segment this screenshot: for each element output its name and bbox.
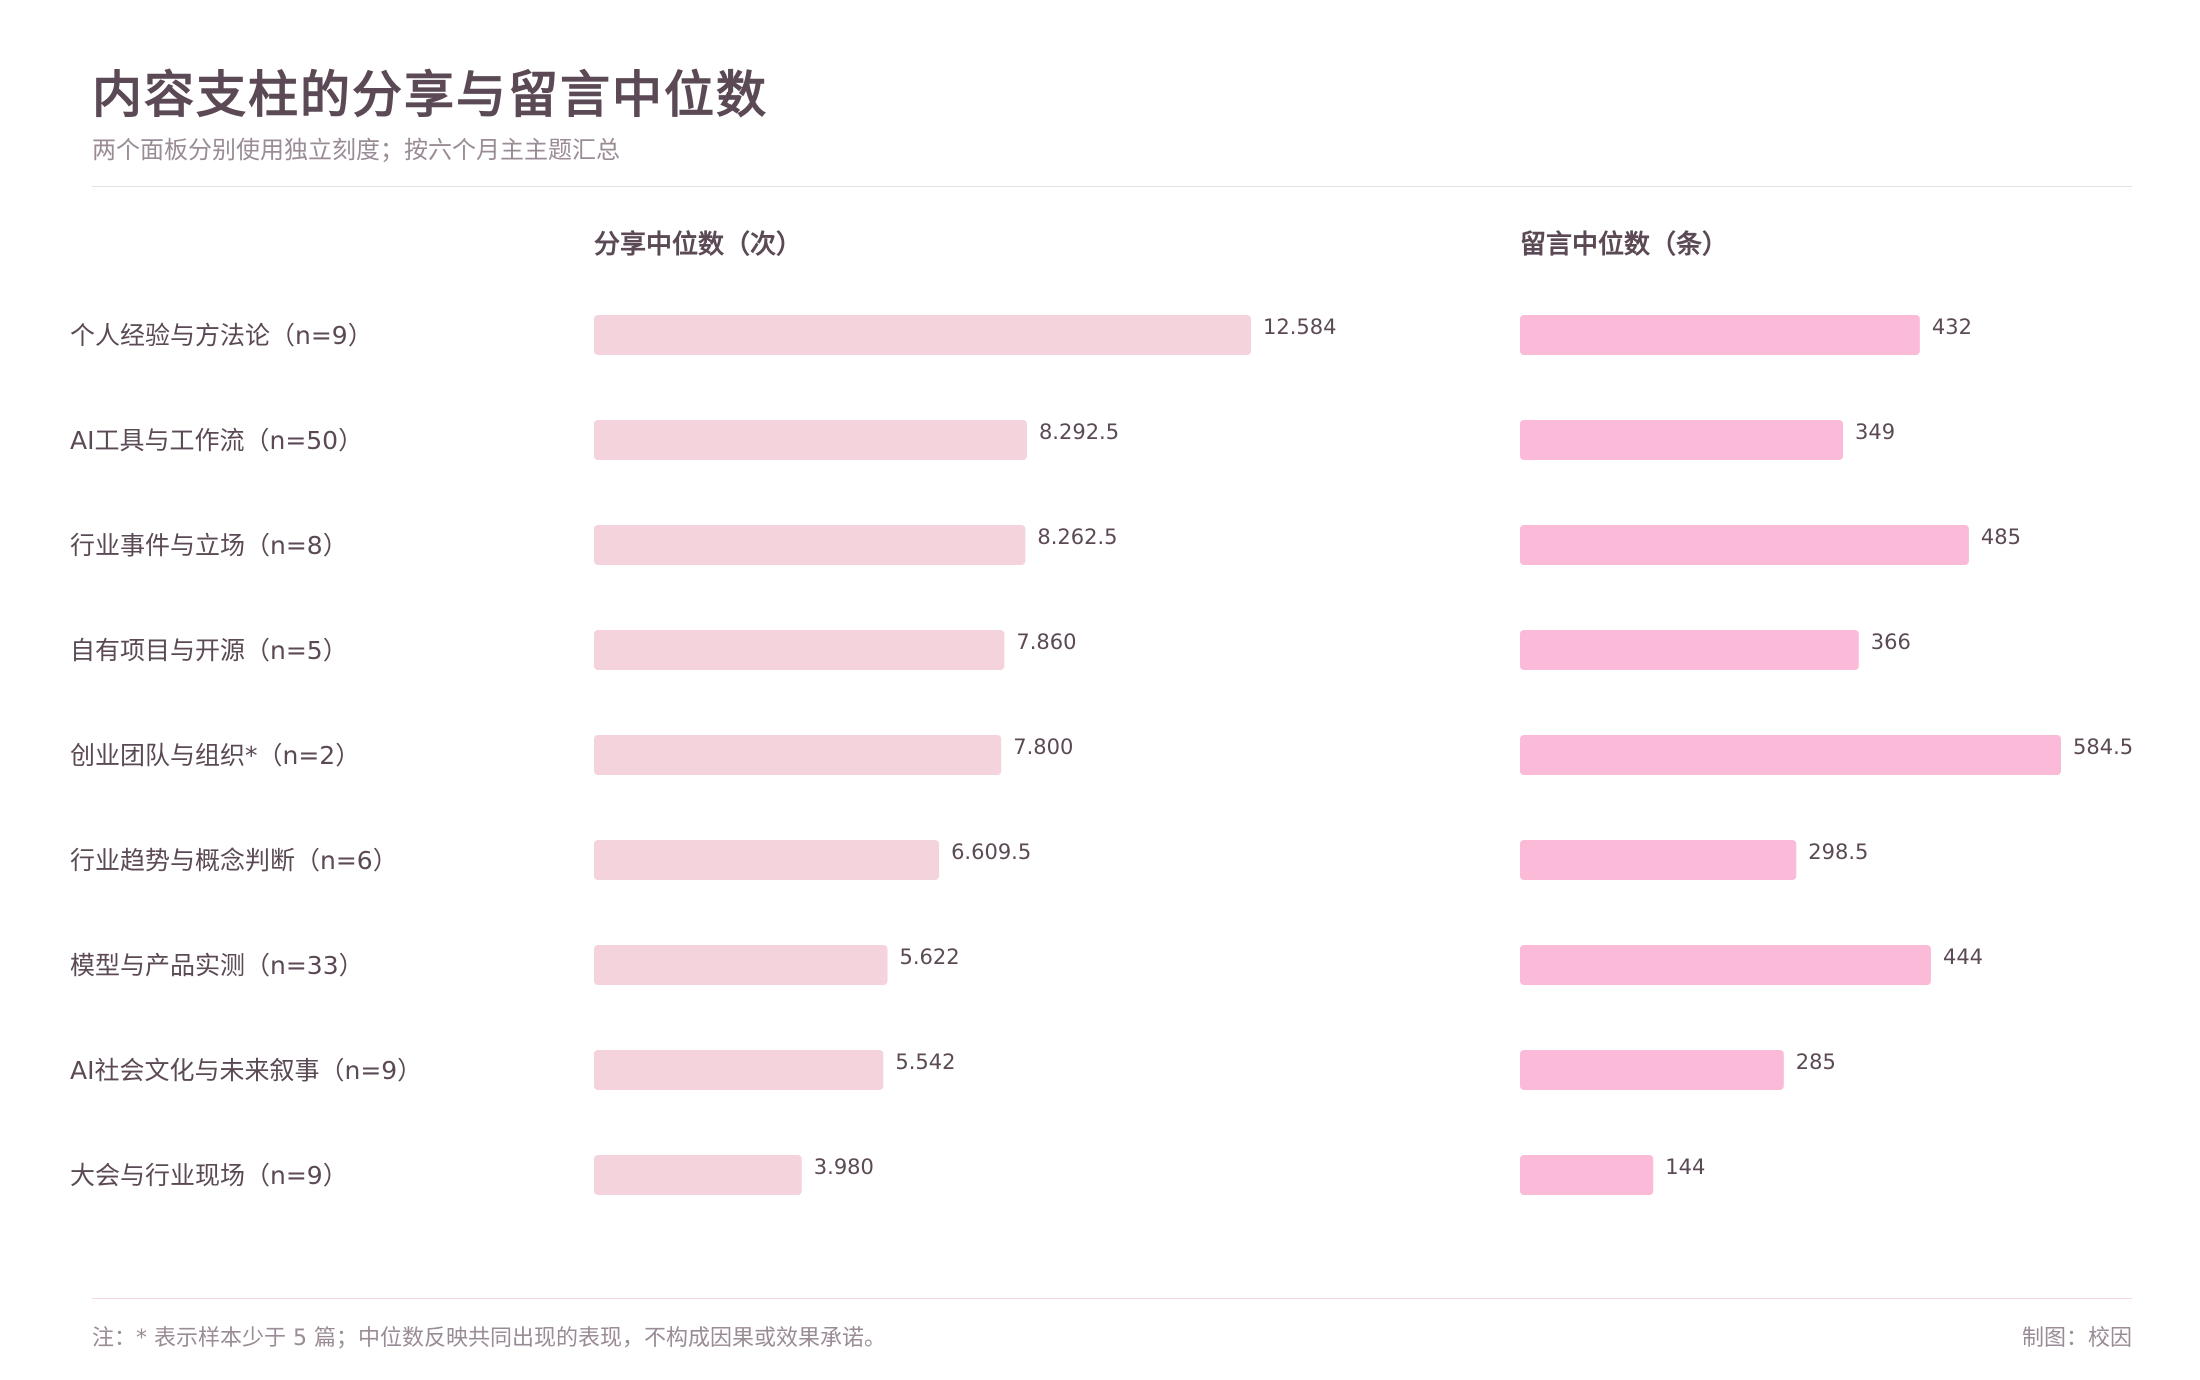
category-label: AI社会文化与未来叙事（n=9） <box>70 1056 422 1085</box>
category-label: 自有项目与开源（n=5） <box>70 636 348 665</box>
shares-value-label: 7.860 <box>1016 630 1076 654</box>
category-label: 大会与行业现场（n=9） <box>70 1161 348 1190</box>
shares-bar <box>594 420 1027 460</box>
shares-bar <box>594 315 1251 355</box>
category-label: AI工具与工作流（n=50） <box>70 426 363 455</box>
header-divider <box>92 186 2132 187</box>
comments-bar <box>1520 420 1844 460</box>
shares-bar <box>594 630 1005 670</box>
chart-title: 内容支柱的分享与留言中位数 <box>92 66 768 124</box>
comments-bar <box>1520 525 1969 565</box>
shares-value-label: 7.800 <box>1013 735 1073 759</box>
footer-divider <box>92 1298 2132 1299</box>
comments-bar <box>1520 945 1931 985</box>
category-label: 模型与产品实测（n=33） <box>70 951 364 980</box>
credit: 制图：校因 <box>2021 1326 2132 1351</box>
category-label: 创业团队与组织*（n=2） <box>70 741 360 770</box>
shares-value-label: 3.980 <box>814 1155 874 1179</box>
comments-value-label: 432 <box>1932 315 1972 339</box>
shares-bar <box>594 1155 802 1195</box>
shares-panel-title: 分享中位数（次） <box>594 229 802 260</box>
comments-bar <box>1520 1050 1784 1090</box>
comments-value-label: 298.5 <box>1808 840 1868 864</box>
comments-value-label: 366 <box>1871 630 1911 654</box>
comments-value-label: 584.5 <box>2073 735 2133 759</box>
shares-bar <box>594 525 1026 565</box>
comments-bar <box>1520 315 1920 355</box>
shares-bar <box>594 840 940 880</box>
comments-value-label: 485 <box>1981 525 2021 549</box>
shares-value-label: 5.542 <box>895 1050 955 1074</box>
comments-value-label: 349 <box>1855 420 1895 444</box>
category-label: 行业趋势与概念判断（n=6） <box>70 846 398 875</box>
shares-value-label: 6.609.5 <box>951 840 1031 864</box>
comments-panel-title: 留言中位数（条） <box>1520 229 1728 260</box>
comments-bar <box>1520 630 1859 670</box>
shares-value-label: 12.584 <box>1263 315 1336 339</box>
comments-value-label: 444 <box>1943 945 1983 969</box>
shares-bar <box>594 1050 884 1090</box>
chart-subtitle: 两个面板分别使用独立刻度；按六个月主主题汇总 <box>92 136 620 164</box>
shares-value-label: 8.262.5 <box>1037 525 1117 549</box>
comments-bar <box>1520 1155 1654 1195</box>
category-label: 行业事件与立场（n=8） <box>70 531 348 560</box>
comments-value-label: 285 <box>1796 1050 1836 1074</box>
shares-value-label: 5.622 <box>900 945 960 969</box>
category-label: 个人经验与方法论（n=9） <box>70 321 373 350</box>
shares-bar <box>594 945 888 985</box>
comments-bar <box>1520 840 1797 880</box>
comments-bar <box>1520 735 2061 775</box>
comments-value-label: 144 <box>1665 1155 1705 1179</box>
shares-value-label: 8.292.5 <box>1039 420 1119 444</box>
footnote: 注：* 表示样本少于 5 篇；中位数反映共同出现的表现，不构成因果或效果承诺。 <box>92 1326 886 1351</box>
shares-bar <box>594 735 1002 775</box>
